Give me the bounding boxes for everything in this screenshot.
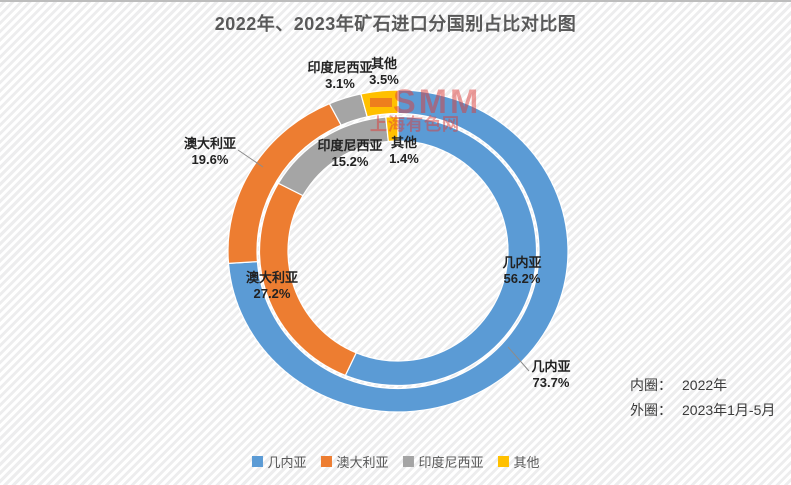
outer-ring-note: 外圈： 2023年1月-5月 (630, 398, 775, 423)
callout-value: 3.5% (369, 72, 399, 87)
callout-outer-guinea: 几内亚 73.7% (531, 359, 570, 391)
callout-label: 几内亚 (502, 255, 542, 270)
inner-ring-note: 内圈： 2022年 (630, 373, 775, 398)
leader-line-australia-outer (237, 149, 264, 168)
callout-value: 1.4% (389, 151, 419, 166)
legend-label: 澳大利亚 (336, 455, 389, 470)
callout-label: 其他 (390, 135, 418, 150)
legend-swatch-australia (320, 456, 332, 467)
legend-swatch-indonesia (402, 456, 414, 467)
legend-label: 印度尼西亚 (418, 455, 484, 470)
leader-line-guinea-outer (507, 346, 530, 372)
callout-inner-other: 其他 1.4% (389, 135, 419, 167)
legend-item-guinea: 几内亚 (251, 452, 306, 471)
callout-label: 澳大利亚 (245, 270, 299, 285)
slice-内圈-几内亚 (344, 115, 538, 387)
callout-value: 73.7% (532, 375, 570, 390)
legend-swatch-guinea (251, 456, 263, 467)
callout-label: 澳大利亚 (183, 136, 237, 151)
legend-item-other: 其他 (497, 452, 540, 471)
callout-outer-other: 其他 3.5% (369, 56, 399, 88)
legend-label: 其他 (513, 455, 540, 470)
slice-外圈-几内亚 (227, 89, 569, 413)
top-border (0, 0, 791, 2)
callout-label: 印度尼西亚 (307, 60, 373, 75)
callout-outer-indonesia: 印度尼西亚 3.1% (307, 60, 372, 92)
callout-label: 印度尼西亚 (317, 138, 383, 153)
legend-label: 几内亚 (267, 455, 307, 470)
callout-inner-australia: 澳大利亚 27.2% (246, 270, 298, 302)
inner-ring-note-value: 2022年 (682, 377, 728, 393)
callout-label: 其他 (370, 56, 398, 71)
callout-value: 19.6% (191, 152, 229, 167)
leader-lines (237, 149, 530, 372)
legend-item-australia: 澳大利亚 (320, 452, 389, 471)
callout-inner-indonesia: 印度尼西亚 15.2% (317, 138, 382, 170)
callout-value: 15.2% (331, 154, 369, 169)
callout-value: 27.2% (253, 286, 291, 301)
slice-外圈-其他 (360, 89, 399, 118)
inner-ring-note-label: 内圈： (630, 377, 672, 393)
chart-legend: 几内亚 澳大利亚 印度尼西亚 其他 (251, 452, 540, 471)
callout-value: 3.1% (325, 76, 355, 91)
slice-内圈-其他 (385, 115, 399, 143)
legend-item-indonesia: 印度尼西亚 (402, 452, 484, 471)
donut-slices (227, 89, 569, 413)
callout-value: 56.2% (503, 271, 541, 286)
outer-ring-note-label: 外圈： (630, 402, 672, 418)
callout-outer-australia: 澳大利亚 19.6% (184, 136, 236, 168)
callout-inner-guinea: 几内亚 56.2% (502, 255, 541, 287)
chart-title: 2022年、2023年矿石进口分国别占比对比图 (214, 14, 577, 34)
callout-label: 几内亚 (531, 359, 571, 374)
ring-note: 内圈： 2022年 外圈： 2023年1月-5月 (630, 373, 775, 423)
legend-swatch-other (497, 456, 509, 467)
outer-ring-note-value: 2023年1月-5月 (682, 402, 776, 418)
